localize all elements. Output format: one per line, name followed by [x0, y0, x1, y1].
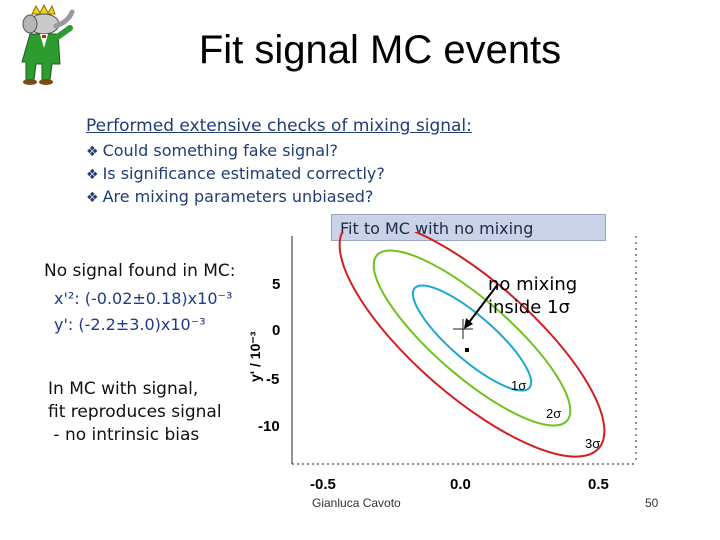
contour-3sigma	[338, 232, 606, 458]
y-measurement: y': (-2.2±3.0)x10⁻³	[54, 315, 206, 334]
annotation-line: no mixing	[488, 274, 578, 295]
diamond-bullet-icon: ❖	[86, 167, 99, 183]
contour-plot: 1σ 2σ 3σ 5 0 -5 -10 y' / 10⁻³ -0.5 0.0 0…	[247, 232, 637, 492]
footer-author: Gianluca Cavoto	[312, 496, 401, 510]
y-tick-label: 5	[272, 276, 280, 293]
checks-heading: Performed extensive checks of mixing sig…	[86, 116, 472, 136]
list-item: ❖ Is significance estimated correctly?	[86, 164, 385, 183]
x-tick-label: 0.5	[588, 476, 609, 492]
label-3sigma: 3σ	[585, 436, 600, 451]
y-tick-label: -10	[258, 418, 280, 435]
list-item: ❖ Could something fake signal?	[86, 141, 339, 160]
contour-1sigma	[411, 284, 533, 392]
contour-2sigma	[372, 249, 572, 427]
no-signal-heading: No signal found in MC:	[44, 261, 236, 281]
checks-list: ❖ Could something fake signal? ❖ Is signif…	[86, 141, 385, 210]
label-1sigma: 1σ	[511, 378, 526, 393]
x-measurement: x'²: (-0.02±0.18)x10⁻³	[54, 289, 233, 308]
label-2sigma: 2σ	[546, 406, 561, 421]
x-tick-label: -0.5	[310, 476, 336, 492]
fit-box-label: Fit to MC with no mixing	[331, 214, 606, 241]
best-fit-point	[465, 348, 469, 352]
no-mixing-marker	[453, 319, 473, 339]
y-axis-label: y' / 10⁻³	[247, 331, 263, 382]
no-mixing-annotation: no mixing inside 1σ	[488, 273, 577, 319]
list-item: ❖ Are mixing parameters unbiased?	[86, 187, 374, 206]
y-tick-label: -5	[266, 371, 279, 388]
y-tick-label: 0	[272, 322, 280, 339]
x-tick-label: 0.0	[450, 476, 471, 492]
diamond-bullet-icon: ❖	[86, 190, 99, 206]
annotation-arrow	[466, 283, 499, 326]
page-number: 50	[645, 496, 659, 510]
babar-logo-icon	[21, 4, 75, 85]
diamond-bullet-icon: ❖	[86, 144, 99, 160]
slide-title: Fit signal MC events	[198, 28, 562, 72]
annotation-line: inside 1σ	[488, 297, 570, 318]
mc-signal-text: In MC with signal, fit reproduces signal…	[48, 379, 222, 445]
